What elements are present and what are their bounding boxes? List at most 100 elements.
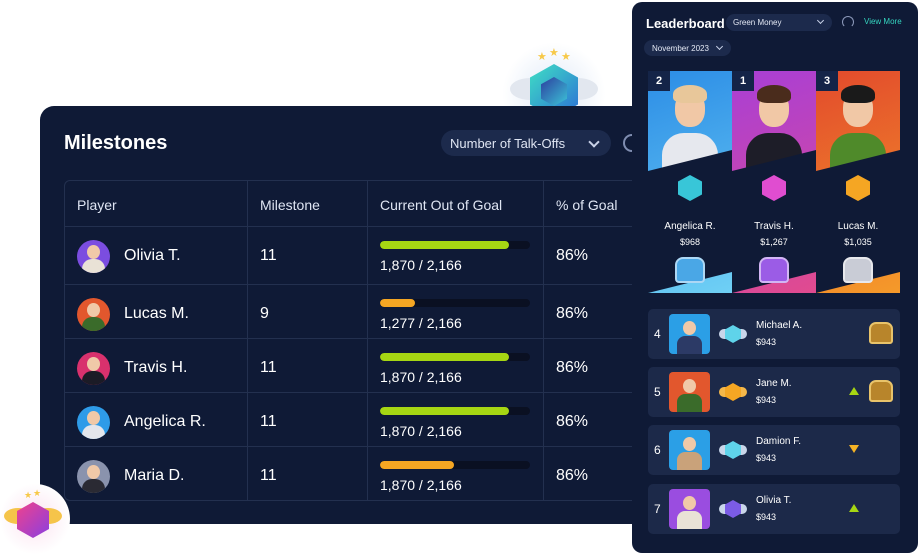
column-divider (367, 181, 368, 500)
rank-medal-icon (725, 383, 741, 401)
leaderboard-rank: 7 (654, 502, 661, 516)
avatar-body (82, 425, 105, 439)
view-more-link[interactable]: View More (864, 17, 902, 26)
month-dropdown-value: November 2023 (652, 44, 709, 53)
avatar-face (87, 245, 100, 259)
leaderboard-rank: 4 (654, 327, 661, 341)
percent-of-goal: 86% (556, 247, 589, 264)
treasure-chest-icon (759, 257, 789, 283)
leaderboard-row[interactable]: 4 Michael A. $943 (648, 309, 900, 359)
current-out-of-goal: 1,870 / 2,166 (380, 369, 462, 385)
column-header-current[interactable]: Current Out of Goal (380, 197, 503, 213)
podium-rank: 1 (732, 71, 754, 91)
player-name: Lucas M. (124, 305, 189, 322)
podium-amount: $1,035 (844, 237, 872, 247)
progress-bar (380, 353, 530, 361)
current-out-of-goal: 1,870 / 2,166 (380, 423, 462, 439)
avatar-body (82, 479, 105, 493)
refresh-icon[interactable] (842, 16, 854, 28)
progress-bar (380, 241, 530, 249)
percent-of-goal: 86% (556, 467, 589, 484)
leaderboard-panel: Leaderboard Green Money View More Novemb… (632, 2, 918, 553)
treasure-chest-icon (869, 322, 893, 344)
table-row[interactable]: Angelica R. 11 1,870 / 2,166 86% (65, 393, 650, 447)
avatar-body (82, 259, 105, 273)
avatar (669, 489, 710, 529)
leaderboard-title: Leaderboard (646, 16, 725, 31)
podium-card[interactable]: 3 Lucas M. $1,035 (816, 71, 900, 293)
table-row[interactable]: Maria D. 11 1,870 / 2,166 86% (65, 447, 650, 500)
podium-name: Lucas M. (837, 221, 879, 232)
progress-bar-fill (380, 407, 509, 415)
leaderboard-name: Olivia T. (756, 495, 792, 506)
star-icon: ★ (33, 488, 42, 498)
avatar-face (87, 465, 100, 479)
currency-dropdown-value: Green Money (733, 18, 782, 27)
currency-dropdown[interactable]: Green Money (726, 14, 832, 31)
podium-card[interactable]: 1 Travis H. $1,267 (732, 71, 816, 293)
avatar-hair (673, 85, 707, 103)
player-name: Travis H. (124, 359, 188, 376)
chevron-down-icon (715, 42, 724, 51)
leaderboard-name: Damion F. (756, 436, 802, 447)
avatar-body (677, 452, 702, 470)
column-header-player[interactable]: Player (77, 197, 117, 213)
leaderboard-row[interactable]: 6 Damion F. $943 (648, 425, 900, 475)
avatar (669, 314, 710, 354)
column-divider (543, 181, 544, 500)
leaderboard-amount: $943 (756, 395, 777, 405)
column-header-percent[interactable]: % of Goal (556, 197, 618, 213)
progress-bar (380, 461, 530, 469)
milestone-value: 11 (260, 413, 277, 430)
leaderboard-amount: $943 (756, 512, 777, 522)
avatar-body (82, 317, 105, 331)
trend-up-icon (849, 504, 859, 512)
podium-rank: 3 (816, 71, 838, 91)
podium-card[interactable]: 2 Angelica R. $968 (648, 71, 732, 293)
podium-rank: 2 (648, 71, 670, 91)
leaderboard-name: Jane M. (756, 378, 792, 389)
milestone-value: 11 (260, 467, 277, 484)
star-icon: ★ (24, 490, 33, 500)
podium-name: Angelica R. (664, 221, 716, 232)
leaderboard-amount: $943 (756, 337, 777, 347)
column-divider (247, 181, 248, 500)
leaderboard-row[interactable]: 7 Olivia T. $943 (648, 484, 900, 534)
leaderboard-row[interactable]: 5 Jane M. $943 (648, 367, 900, 417)
avatar-hair (841, 85, 875, 103)
progress-bar-fill (380, 353, 509, 361)
milestone-value: 11 (260, 247, 277, 264)
row-divider (65, 338, 650, 339)
row-divider (65, 446, 650, 447)
avatar-face (683, 437, 696, 451)
progress-bar (380, 407, 530, 415)
progress-bar-fill (380, 461, 454, 469)
rank-medal-icon (725, 441, 741, 459)
table-row[interactable]: Olivia T. 11 1,870 / 2,166 86% (65, 227, 650, 281)
avatar (77, 240, 110, 273)
metric-dropdown-value: Number of Talk-Offs (450, 136, 566, 151)
metric-dropdown[interactable]: Number of Talk-Offs (441, 130, 611, 156)
current-out-of-goal: 1,870 / 2,166 (380, 257, 462, 273)
leaderboard-rank: 6 (654, 443, 661, 457)
progress-bar (380, 299, 530, 307)
table-row[interactable]: Lucas M. 9 1,277 / 2,166 86% (65, 285, 650, 339)
player-name: Olivia T. (124, 247, 181, 264)
table-row[interactable]: Travis H. 11 1,870 / 2,166 86% (65, 339, 650, 393)
avatar (77, 352, 110, 385)
podium-amount: $968 (679, 237, 701, 247)
avatar (77, 460, 110, 493)
rank-medal-icon (725, 500, 741, 518)
column-header-milestone[interactable]: Milestone (260, 197, 320, 213)
progress-bar-fill (380, 241, 509, 249)
avatar-hair (757, 85, 791, 103)
player-name: Maria D. (124, 467, 185, 484)
chevron-down-icon (588, 136, 600, 148)
podium-amount: $1,267 (760, 237, 788, 247)
milestones-title: Milestones (64, 132, 168, 154)
month-dropdown[interactable]: November 2023 (644, 40, 731, 56)
treasure-chest-icon (675, 257, 705, 283)
avatar-body (677, 336, 702, 354)
leaderboard-rank: 5 (654, 385, 661, 399)
